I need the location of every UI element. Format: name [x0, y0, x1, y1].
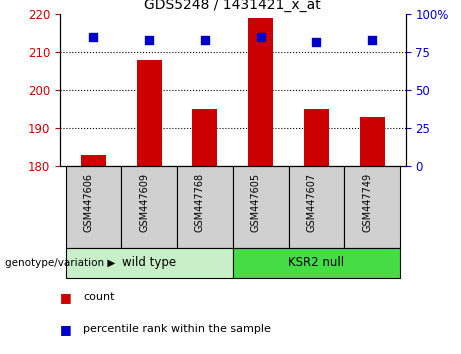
- Text: percentile rank within the sample: percentile rank within the sample: [83, 324, 271, 334]
- Text: GSM447768: GSM447768: [195, 173, 205, 232]
- Point: [146, 37, 153, 43]
- Text: GSM447606: GSM447606: [83, 173, 94, 232]
- Bar: [192, 109, 218, 166]
- Title: GDS5248 / 1431421_x_at: GDS5248 / 1431421_x_at: [144, 0, 321, 12]
- Point: [313, 39, 320, 44]
- Text: GSM447607: GSM447607: [307, 173, 316, 232]
- Bar: [65, 166, 121, 248]
- Point: [90, 34, 97, 40]
- Bar: [136, 60, 162, 166]
- Point: [257, 34, 264, 40]
- Text: count: count: [83, 292, 114, 302]
- Bar: [360, 117, 385, 166]
- Text: GSM447609: GSM447609: [139, 173, 149, 232]
- Bar: [344, 166, 400, 248]
- Bar: [121, 166, 177, 248]
- Bar: [248, 18, 273, 166]
- Text: genotype/variation ▶: genotype/variation ▶: [5, 258, 115, 268]
- Text: ■: ■: [60, 323, 71, 336]
- Point: [368, 37, 376, 43]
- Text: GSM447605: GSM447605: [251, 173, 260, 232]
- Point: [201, 37, 209, 43]
- Text: wild type: wild type: [122, 256, 176, 269]
- Bar: [81, 155, 106, 166]
- Bar: [177, 166, 233, 248]
- Bar: [65, 248, 233, 278]
- Text: ■: ■: [60, 291, 71, 304]
- Bar: [233, 248, 400, 278]
- Text: KSR2 null: KSR2 null: [289, 256, 344, 269]
- Text: GSM447749: GSM447749: [362, 173, 372, 232]
- Bar: [304, 109, 329, 166]
- Bar: [233, 166, 289, 248]
- Bar: [289, 166, 344, 248]
